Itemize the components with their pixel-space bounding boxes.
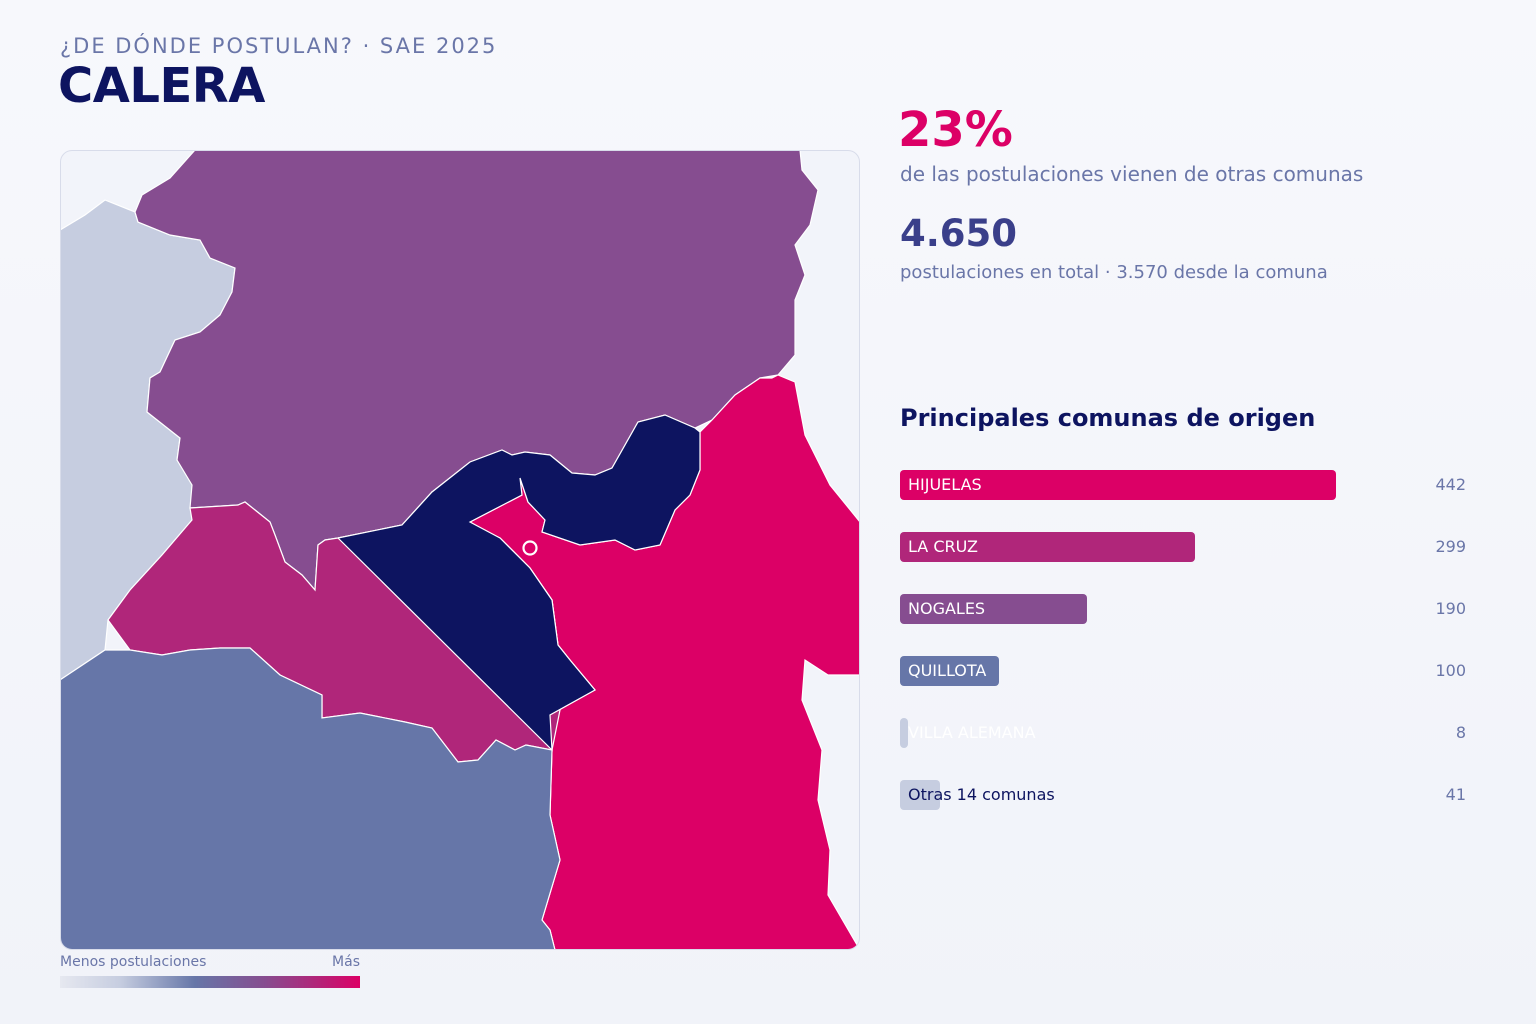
- legend-gradient-bar: [60, 976, 360, 988]
- ranking-row[interactable]: VILLA ALEMANA 8: [900, 718, 1470, 748]
- ranking-bar: [900, 656, 999, 686]
- legend-low-label: Menos postulaciones: [60, 954, 207, 970]
- ranking-row[interactable]: NOGALES 190: [900, 594, 1470, 624]
- map-legend: Menos postulaciones Más: [60, 954, 360, 988]
- ranking-label: VILLA ALEMANA: [908, 723, 1036, 742]
- external-percentage: 23%: [898, 102, 1013, 158]
- ranking-value: 100: [1435, 661, 1466, 680]
- ranking-row[interactable]: HIJUELAS 442: [900, 470, 1470, 500]
- legend-high-label: Más: [332, 954, 360, 970]
- total-applications-caption: postulaciones en total · 3.570 desde la …: [900, 262, 1328, 283]
- map-region-calera[interactable]: [336, 413, 701, 752]
- ranking-label: NOGALES: [908, 599, 986, 618]
- ranking-title: Principales comunas de origen: [900, 404, 1316, 432]
- ranking-value: 41: [1445, 785, 1466, 804]
- ranking-value: 442: [1435, 475, 1466, 494]
- page-kicker: ¿DE DÓNDE POSTULAN? · SAE 2025: [60, 34, 498, 58]
- ranking-bar: [900, 532, 1195, 562]
- page-title: CALERA: [58, 58, 265, 114]
- total-applications: 4.650: [900, 212, 1018, 255]
- ranking-label: HIJUELAS: [908, 475, 982, 494]
- ranking-bar: [900, 594, 1088, 624]
- choropleth-map: [60, 151, 859, 950]
- ranking-value: 8: [1455, 723, 1466, 742]
- ranking-bar: [900, 780, 941, 810]
- ranking-label: LA CRUZ: [908, 537, 978, 556]
- school-location-marker[interactable]: [521, 539, 538, 556]
- ranking-bar: [900, 718, 908, 748]
- ranking-row[interactable]: QUILLOTA 100: [900, 656, 1470, 686]
- map-panel: [60, 150, 860, 950]
- ranking-bar-list: HIJUELAS 442 LA CRUZ 299 NOGALES 190 QUI…: [900, 470, 1470, 842]
- map-region-quillota[interactable]: [60, 646, 561, 950]
- ranking-label: Otras 14 comunas: [908, 785, 1055, 804]
- ranking-value: 190: [1435, 599, 1466, 618]
- ranking-label: QUILLOTA: [908, 661, 987, 680]
- ranking-row[interactable]: Otras 14 comunas 41: [900, 780, 1470, 810]
- external-percentage-caption: de las postulaciones vienen de otras com…: [900, 162, 1364, 186]
- ranking-bar: [900, 470, 1336, 500]
- ranking-value: 299: [1435, 537, 1466, 556]
- ranking-row[interactable]: LA CRUZ 299: [900, 532, 1470, 562]
